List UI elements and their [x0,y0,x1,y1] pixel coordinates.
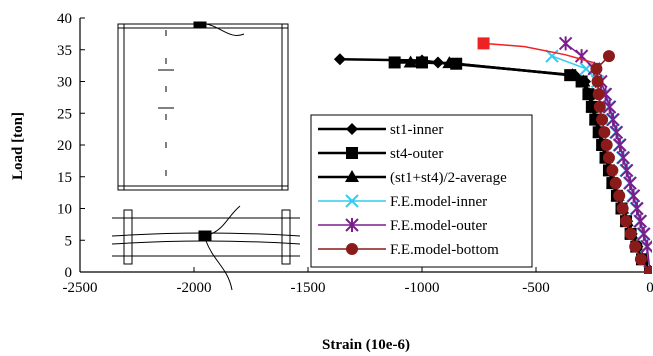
data-point-star [620,163,634,178]
y-tick-label: 30 [57,75,72,91]
data-point-star [609,125,624,140]
data-point-star [613,138,627,152]
data-point-star [623,176,637,191]
x-tick-label: -1000 [405,280,440,296]
data-point-star [633,214,648,229]
gauge-marker-bottom [198,230,212,242]
data-point-circle [606,164,619,177]
data-point-triangle [565,68,580,81]
gauge-marker-top [193,21,207,29]
x-tick-label: -500 [522,280,550,296]
specimen-upper-panel [117,23,289,191]
data-point-circle [629,240,642,253]
data-point-triangle [582,87,597,100]
data-point-triangle [442,56,457,69]
data-point-square [388,56,401,69]
data-point-square [477,37,490,50]
data-point-triangle [403,55,418,68]
series-unlabeled [477,37,594,64]
data-point-diamond [346,123,358,135]
data-point-x [545,49,559,63]
legend-label: st4-outer [390,146,443,162]
data-point-square [346,147,358,159]
data-point-circle [616,202,629,215]
legend-box [310,114,533,268]
y-tick-label: 0 [65,265,73,281]
data-point-circle [602,151,615,164]
legend-label: F.E.model-inner [390,194,487,210]
specimen-sketch-figure [111,21,301,291]
legend-entry: (st1+st4)/2-average [318,170,507,186]
x-tick-label: -2000 [177,280,212,296]
gauge-wire-bottom-up [210,205,241,235]
data-point-circle [591,75,604,88]
data-point-circle [624,227,637,240]
data-point-triangle [345,170,359,182]
data-point-star [637,226,651,241]
series-line [483,42,594,64]
y-tick-label: 25 [57,106,72,122]
legend-label: F.E.model-outer [390,218,487,234]
data-point-star [640,239,652,254]
legend-label: F.E.model-bottom [390,242,499,258]
data-point-star [630,201,644,216]
data-point-circle [590,62,603,75]
gauge-wire-top [205,23,245,36]
specimen-lower-left-post [123,209,133,265]
data-point-circle [634,253,647,266]
legend-label: st1-inner [390,122,443,138]
data-point-circle [592,88,605,101]
data-point-star [626,188,641,203]
specimen-lower-right-post [281,209,291,265]
axes: 0 5 10 15 20 25 30 35 40 -2500 -2000 -1500 -1000 -500… [57,11,653,296]
legend-entry: F.E.model-outer [318,218,487,234]
data-point-circle [600,139,613,151]
data-point-diamond [333,53,346,66]
x-axis-title: Strain (10e-6) [322,337,410,353]
y-tick-label: 40 [57,11,72,27]
y-tick-label: 35 [57,43,72,59]
y-axis-title: Load [ton] [10,112,26,180]
y-tick-label: 15 [57,170,72,186]
data-point-x [345,194,359,208]
x-tick-label: 0 [646,280,653,296]
series-f-e-model-bottom [590,50,652,274]
legend-entry: st4-outer [318,146,443,162]
series-layer [333,36,652,274]
legend-entry: st1-inner [318,122,443,138]
data-point-star [558,36,573,51]
data-point-star [602,99,617,114]
y-tick-label: 10 [57,202,72,218]
data-point-circle [596,113,609,126]
x-tick-label: -1500 [291,280,326,296]
legend: st1-inner st4-outer (st1+st4)/2-average F.E… [310,114,533,268]
y-tick-label: 5 [65,233,73,249]
data-point-circle [346,243,358,255]
data-point-circle [620,215,633,228]
x-tick-label: -2500 [63,280,98,296]
legend-label: (st1+st4)/2-average [390,170,507,186]
data-point-circle [593,100,606,113]
data-point-circle [644,266,652,274]
data-point-circle [602,50,615,63]
y-tick-label: 20 [57,138,72,154]
data-point-star [345,218,359,232]
data-point-star [606,112,620,127]
data-point-circle [598,126,611,139]
data-point-circle [613,189,626,202]
data-point-triangle [576,74,591,87]
gauge-wire-bottom-down [205,240,233,291]
legend-entry: F.E.model-inner [318,194,487,210]
data-point-circle [609,177,622,190]
legend-entry: F.E.model-bottom [318,242,499,258]
data-point-star [616,150,631,165]
